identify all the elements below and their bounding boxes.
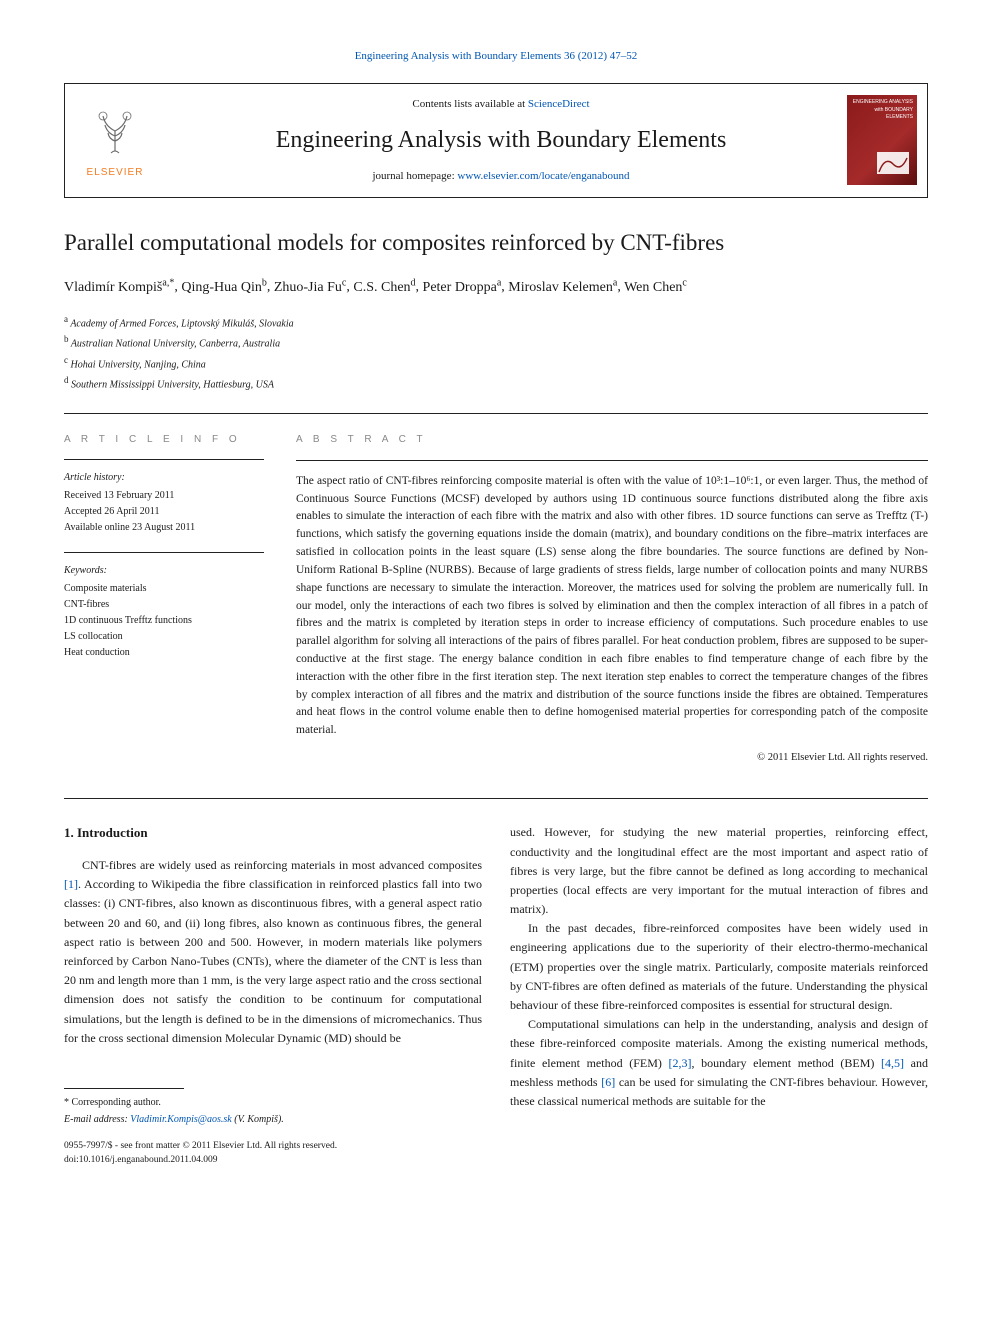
corresponding-email-link[interactable]: Vladimir.Kompis@aos.sk <box>130 1114 231 1125</box>
article-info-label: A R T I C L E I N F O <box>64 432 264 447</box>
history-line: Accepted 26 April 2011 <box>64 504 264 520</box>
running-head-journal: Engineering Analysis with Boundary Eleme… <box>355 50 562 62</box>
keyword: Heat conduction <box>64 645 264 661</box>
corresponding-author-note: * Corresponding author. <box>64 1095 482 1110</box>
body-columns: 1. Introduction CNT-fibres are widely us… <box>64 798 928 1167</box>
homepage-link[interactable]: www.elsevier.com/locate/enganabound <box>457 170 629 182</box>
elsevier-logo-cell: ELSEVIER <box>65 84 165 197</box>
paragraph: In the past decades, fibre-reinforced co… <box>510 919 928 1015</box>
paragraph: CNT-fibres are widely used as reinforcin… <box>64 856 482 1048</box>
keywords-block: Keywords: Composite materials CNT-fibres… <box>64 563 264 661</box>
running-head-citation: 36 (2012) 47–52 <box>564 50 637 62</box>
abstract-text: The aspect ratio of CNT-fibres reinforci… <box>296 473 928 740</box>
homepage-prefix: journal homepage: <box>372 170 457 182</box>
running-head-link[interactable]: Engineering Analysis with Boundary Eleme… <box>355 50 638 62</box>
running-head: Engineering Analysis with Boundary Eleme… <box>64 48 928 65</box>
affiliation: d Southern Mississippi University, Hatti… <box>64 373 928 393</box>
article-history: Article history: Received 13 February 20… <box>64 470 264 536</box>
keyword: CNT-fibres <box>64 597 264 613</box>
author: Wen Chenc <box>624 280 687 295</box>
keyword: Composite materials <box>64 581 264 597</box>
author: Miroslav Kelemena <box>508 280 617 295</box>
email-line: E-mail address: Vladimir.Kompis@aos.sk (… <box>64 1112 482 1127</box>
meta-row: A R T I C L E I N F O Article history: R… <box>64 413 928 766</box>
section-heading-introduction: 1. Introduction <box>64 823 482 844</box>
ref-link[interactable]: [2,3] <box>669 1056 692 1070</box>
author-list: Vladimír Kompiša,*, Qing-Hua Qinb, Zhuo-… <box>64 275 928 298</box>
affiliations: a Academy of Armed Forces, Liptovský Mik… <box>64 312 928 393</box>
ref-link[interactable]: [4,5] <box>881 1056 904 1070</box>
doi-line: doi:10.1016/j.enganabound.2011.04.009 <box>64 1153 482 1167</box>
author: Vladimír Kompiša,* <box>64 280 174 295</box>
email-label: E-mail address: <box>64 1114 130 1125</box>
paragraph: Computational simulations can help in th… <box>510 1015 928 1111</box>
author: Zhuo-Jia Fuc <box>274 280 347 295</box>
header-center: Contents lists available at ScienceDirec… <box>165 84 837 197</box>
author: Qing-Hua Qinb <box>181 280 267 295</box>
contents-prefix: Contents lists available at <box>412 98 527 110</box>
author: Peter Droppaa <box>423 280 502 295</box>
journal-title: Engineering Analysis with Boundary Eleme… <box>173 122 829 158</box>
ref-link[interactable]: [1] <box>64 877 78 891</box>
column-left: 1. Introduction CNT-fibres are widely us… <box>64 823 482 1167</box>
keyword: 1D continuous Trefftz functions <box>64 613 264 629</box>
footer-block: * Corresponding author. E-mail address: … <box>64 1088 482 1168</box>
email-attribution: (V. Kompiš). <box>232 1114 284 1125</box>
journal-header-box: ELSEVIER Contents lists available at Sci… <box>64 83 928 198</box>
article-info-column: A R T I C L E I N F O Article history: R… <box>64 432 264 766</box>
ref-link[interactable]: [6] <box>601 1075 615 1089</box>
journal-cover-cell: ENGINEERING ANALYSIS with BOUNDARY ELEME… <box>837 84 927 197</box>
footer-divider <box>64 1088 184 1089</box>
abstract-copyright: © 2011 Elsevier Ltd. All rights reserved… <box>296 750 928 766</box>
paragraph: used. However, for studying the new mate… <box>510 823 928 919</box>
sciencedirect-link[interactable]: ScienceDirect <box>528 98 590 110</box>
issn-line: 0955-7997/$ - see front matter © 2011 El… <box>64 1139 482 1153</box>
affiliation: b Australian National University, Canber… <box>64 332 928 352</box>
cover-title: ENGINEERING ANALYSIS with BOUNDARY ELEME… <box>851 99 913 122</box>
elsevier-tree-icon <box>85 101 145 161</box>
article-title: Parallel computational models for compos… <box>64 228 928 258</box>
affiliation: a Academy of Armed Forces, Liptovský Mik… <box>64 312 928 332</box>
homepage-line: journal homepage: www.elsevier.com/locat… <box>173 168 829 185</box>
author: C.S. Chend <box>353 280 415 295</box>
history-line: Available online 23 August 2011 <box>64 520 264 536</box>
abstract-label: A B S T R A C T <box>296 432 928 448</box>
keyword: LS collocation <box>64 629 264 645</box>
contents-line: Contents lists available at ScienceDirec… <box>173 96 829 113</box>
column-right: used. However, for studying the new mate… <box>510 823 928 1167</box>
journal-cover-thumbnail: ENGINEERING ANALYSIS with BOUNDARY ELEME… <box>847 95 917 185</box>
keywords-heading: Keywords: <box>64 563 264 579</box>
affiliation: c Hohai University, Nanjing, China <box>64 353 928 373</box>
history-heading: Article history: <box>64 470 264 486</box>
cover-graphic <box>851 148 913 182</box>
abstract-column: A B S T R A C T The aspect ratio of CNT-… <box>296 432 928 766</box>
elsevier-label: ELSEVIER <box>87 165 144 180</box>
history-line: Received 13 February 2011 <box>64 488 264 504</box>
